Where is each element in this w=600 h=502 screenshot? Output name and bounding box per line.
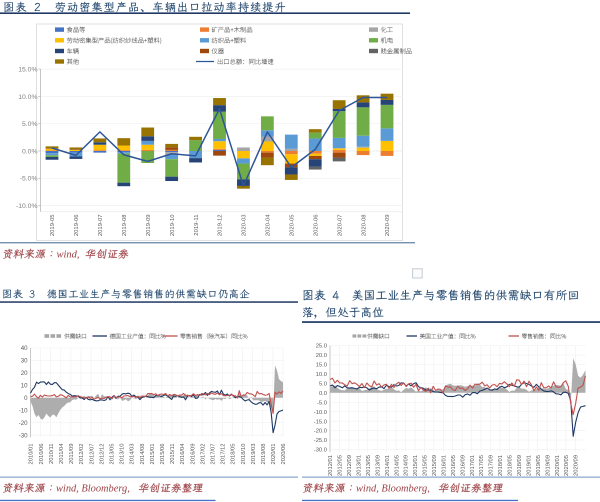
- svg-text:2020/05: 2020/05: [564, 455, 570, 476]
- svg-text:0: 0: [24, 395, 28, 402]
- svg-text:2019-12: 2019-12: [218, 215, 224, 237]
- svg-text:-20.0: -20.0: [314, 429, 327, 435]
- svg-text:2020-08: 2020-08: [361, 214, 367, 236]
- svg-text:40: 40: [21, 345, 28, 352]
- svg-text:2019/03: 2019/03: [251, 444, 257, 465]
- svg-text:2020-03: 2020-03: [242, 214, 248, 236]
- svg-text:2019-09: 2019-09: [146, 215, 152, 237]
- svg-text:10.0%: 10.0%: [18, 94, 37, 101]
- svg-text:10.0: 10.0: [316, 372, 327, 378]
- svg-text:2016/09: 2016/09: [190, 444, 196, 465]
- svg-text:2017/12: 2017/12: [221, 444, 227, 465]
- svg-text:2015/06: 2015/06: [160, 444, 166, 465]
- svg-text:2020-07: 2020-07: [337, 215, 343, 237]
- svg-text:2019/05: 2019/05: [536, 455, 542, 476]
- svg-text:2019/09: 2019/09: [545, 455, 551, 476]
- svg-text:2013/09: 2013/09: [375, 455, 381, 476]
- svg-text:2020-04: 2020-04: [266, 214, 272, 236]
- svg-text:-10.0: -10.0: [314, 410, 327, 416]
- svg-text:2016/09: 2016/09: [460, 455, 466, 476]
- svg-text:2014/05: 2014/05: [394, 455, 400, 476]
- svg-text:2010/01: 2010/01: [29, 444, 35, 465]
- svg-text:5.0: 5.0: [319, 381, 327, 387]
- svg-text:0.0: 0.0: [319, 391, 327, 397]
- svg-text:2010/11: 2010/11: [49, 444, 55, 465]
- svg-text:-15.0: -15.0: [314, 419, 327, 425]
- svg-text:2011/09: 2011/09: [69, 444, 75, 465]
- svg-text:2020/09: 2020/09: [574, 455, 580, 476]
- svg-text:10: 10: [21, 383, 28, 390]
- svg-text:2014/09: 2014/09: [404, 455, 410, 476]
- svg-text:20.0: 20.0: [316, 353, 327, 359]
- svg-text:25.0: 25.0: [316, 344, 327, 350]
- svg-text:-10.0%: -10.0%: [16, 203, 38, 210]
- svg-text:2019-07: 2019-07: [98, 215, 104, 237]
- svg-text:-30.0: -30.0: [314, 448, 327, 454]
- svg-text:2012/07: 2012/07: [89, 444, 95, 465]
- svg-text:2020/01: 2020/01: [555, 455, 561, 476]
- svg-text:2016/01: 2016/01: [441, 455, 447, 476]
- svg-text:-10: -10: [19, 407, 28, 414]
- svg-text:2017/02: 2017/02: [200, 444, 206, 465]
- svg-text:30: 30: [21, 358, 28, 365]
- svg-text:2020/06: 2020/06: [281, 444, 287, 465]
- svg-text:-25.0: -25.0: [314, 438, 327, 444]
- svg-text:2015/09: 2015/09: [432, 455, 438, 476]
- svg-text:2017/07: 2017/07: [211, 444, 217, 465]
- svg-text:2012/12: 2012/12: [99, 444, 105, 465]
- svg-text:2015/01: 2015/01: [413, 455, 419, 476]
- svg-text:-30: -30: [19, 432, 28, 439]
- svg-text:2015/11: 2015/11: [170, 444, 176, 465]
- svg-text:2018/10: 2018/10: [241, 444, 247, 465]
- svg-text:2020-06: 2020-06: [313, 214, 319, 236]
- svg-text:2019/08: 2019/08: [261, 444, 267, 465]
- svg-text:wind,: wind,: [57, 250, 80, 261]
- svg-text:-5.0: -5.0: [317, 400, 327, 406]
- svg-text:2018/05: 2018/05: [231, 444, 237, 465]
- svg-text:wind, Bloomberg,: wind, Bloomberg,: [56, 484, 130, 495]
- svg-text:0.0%: 0.0%: [22, 148, 38, 155]
- svg-text:wind, Bloomberg,: wind, Bloomberg,: [356, 484, 430, 495]
- svg-text:2013/10: 2013/10: [120, 444, 126, 465]
- svg-text:2014/08: 2014/08: [140, 444, 146, 465]
- svg-text:2015/01: 2015/01: [150, 444, 156, 465]
- svg-text:2013/01: 2013/01: [357, 455, 363, 476]
- svg-text:2019-11: 2019-11: [194, 215, 200, 236]
- svg-text:2020/01: 2020/01: [271, 444, 277, 465]
- svg-text:2019/01: 2019/01: [526, 455, 532, 476]
- svg-text:2019-06: 2019-06: [74, 214, 80, 236]
- svg-text:2017/01: 2017/01: [470, 455, 476, 476]
- svg-text:2014/01: 2014/01: [385, 455, 391, 476]
- svg-text:2011/04: 2011/04: [59, 443, 65, 464]
- svg-text:2010/06: 2010/06: [39, 444, 45, 465]
- svg-text:2013/05: 2013/05: [366, 455, 372, 476]
- svg-text:15.0%: 15.0%: [18, 67, 37, 74]
- svg-text:2018/01: 2018/01: [498, 455, 504, 476]
- svg-text:-5.0%: -5.0%: [20, 176, 38, 183]
- svg-text:2014/03: 2014/03: [130, 444, 136, 465]
- svg-text:2019-10: 2019-10: [170, 214, 176, 236]
- svg-text:2015/05: 2015/05: [423, 455, 429, 476]
- svg-text:20: 20: [21, 370, 28, 377]
- svg-text:2012/09: 2012/09: [347, 455, 353, 476]
- svg-text:15.0: 15.0: [316, 363, 327, 369]
- svg-text:2018/09: 2018/09: [517, 455, 523, 476]
- svg-text:2012/05: 2012/05: [338, 455, 344, 476]
- svg-text:2012/01: 2012/01: [328, 455, 334, 476]
- svg-text:-20: -20: [19, 420, 28, 427]
- svg-text:2019-08: 2019-08: [122, 214, 128, 236]
- svg-text:2012/02: 2012/02: [79, 444, 85, 465]
- svg-text:2016/05: 2016/05: [451, 455, 457, 476]
- svg-text:2019-05: 2019-05: [50, 214, 56, 236]
- svg-text:2017/05: 2017/05: [479, 455, 485, 476]
- svg-text:2020-05: 2020-05: [290, 214, 296, 236]
- svg-text:2020-09: 2020-09: [385, 215, 391, 237]
- svg-text:2018/05: 2018/05: [508, 455, 514, 476]
- svg-text:5.0%: 5.0%: [22, 121, 38, 128]
- svg-text:2013/05: 2013/05: [110, 444, 116, 465]
- svg-text:2016/04: 2016/04: [180, 443, 186, 465]
- svg-text:2017/09: 2017/09: [489, 455, 495, 476]
